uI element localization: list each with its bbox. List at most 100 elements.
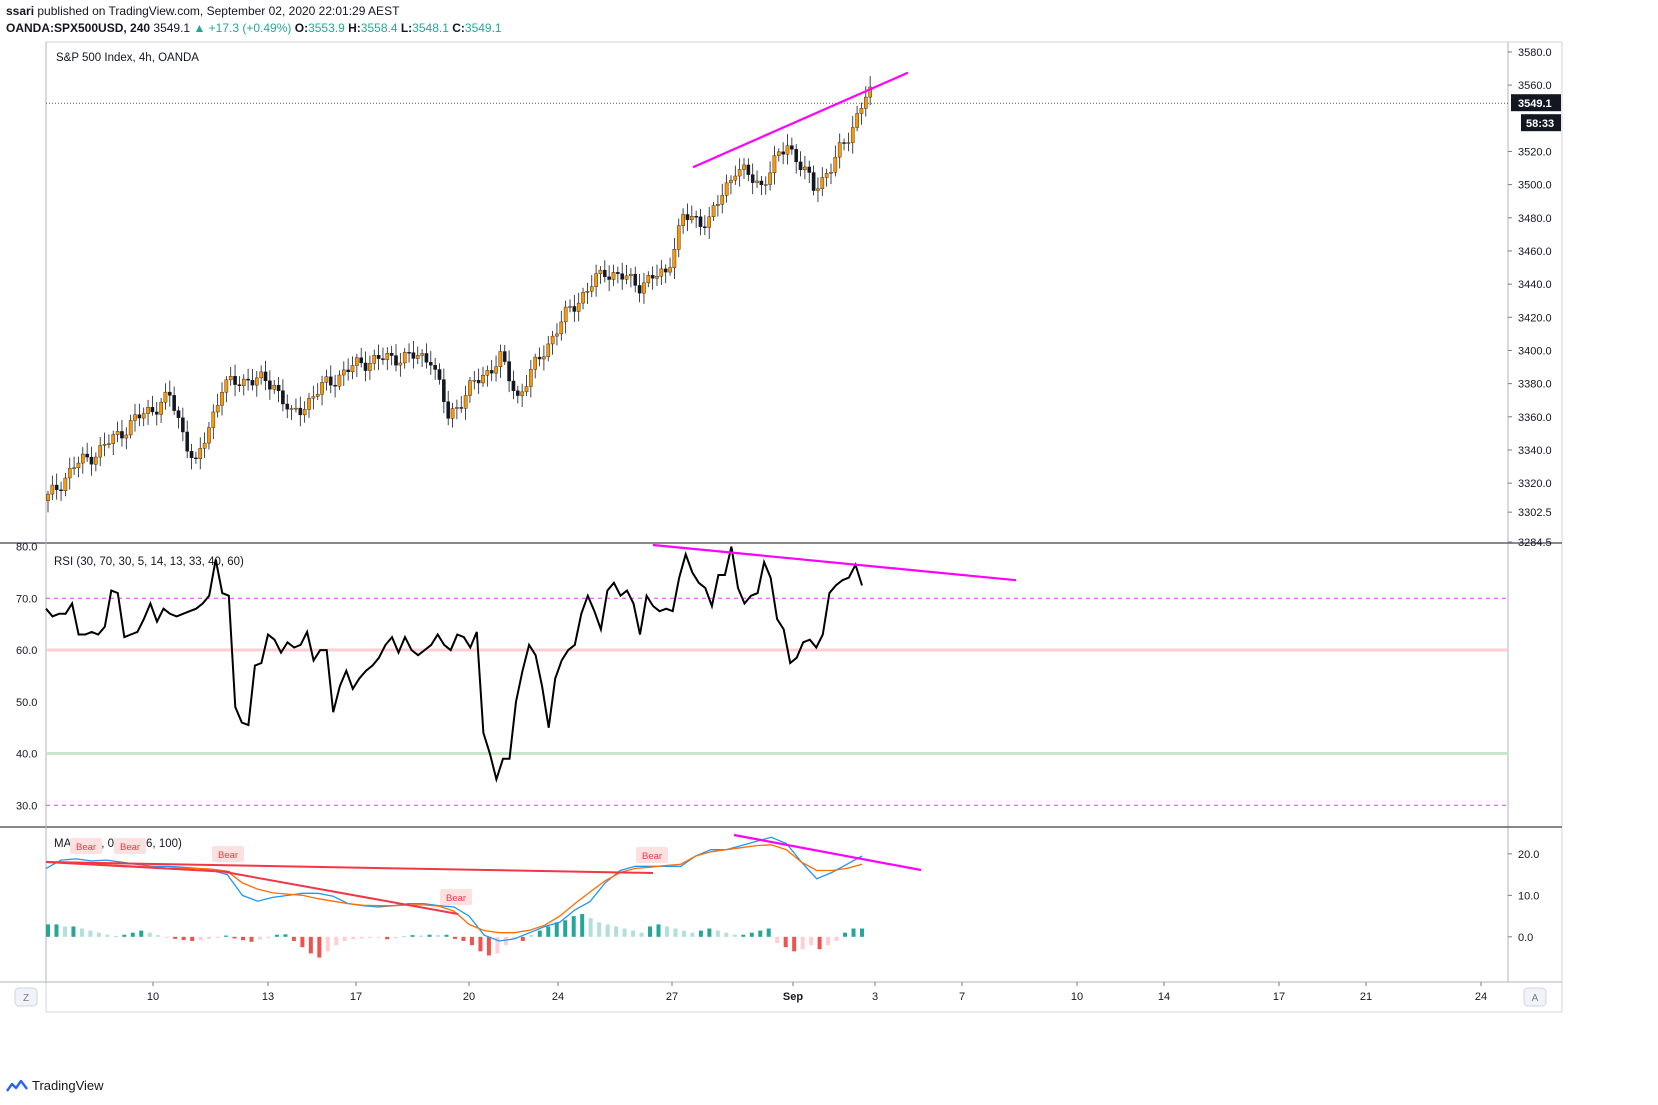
bear-label: Bear bbox=[218, 850, 238, 861]
low-label: L: bbox=[400, 21, 413, 35]
candle-body bbox=[859, 108, 864, 114]
candle-body bbox=[790, 145, 794, 150]
footer-brand[interactable]: TradingView bbox=[6, 1078, 104, 1093]
candle-body bbox=[724, 182, 729, 196]
rsi-tick-label: 70.0 bbox=[16, 593, 37, 605]
candle-body bbox=[563, 306, 568, 323]
candle-body bbox=[159, 401, 163, 415]
candle-body bbox=[350, 365, 355, 373]
candle-body bbox=[768, 172, 772, 185]
macd-hist-bar bbox=[469, 936, 474, 946]
bear-badge bbox=[636, 847, 668, 863]
candle-body bbox=[85, 453, 89, 458]
macd-hist-bar bbox=[512, 936, 517, 939]
macd-hist-bar bbox=[113, 935, 118, 937]
candle-body bbox=[254, 377, 259, 386]
candle-body bbox=[489, 370, 494, 374]
candle-body bbox=[342, 369, 346, 376]
footer-brand-label: TradingView bbox=[32, 1078, 104, 1093]
symbol-label[interactable]: OANDA:SPX500USD, 240 bbox=[6, 21, 151, 35]
candle-body bbox=[442, 379, 446, 402]
candle-body bbox=[246, 378, 250, 381]
macd-hist-bar bbox=[648, 926, 653, 937]
macd-hist-bar bbox=[537, 930, 542, 937]
macd-hist-bar bbox=[88, 930, 93, 937]
macd-hist-bar bbox=[622, 928, 627, 937]
candle-body bbox=[120, 431, 124, 439]
bear-badge bbox=[212, 846, 244, 862]
candle-body bbox=[98, 445, 102, 458]
candle-body bbox=[215, 405, 220, 413]
candle-body bbox=[302, 409, 307, 416]
last-price: 3549.1 bbox=[153, 21, 191, 35]
candle-body bbox=[198, 448, 203, 459]
candle-body bbox=[259, 371, 263, 379]
candle-body bbox=[485, 370, 490, 376]
candle-body bbox=[128, 420, 133, 436]
candle-body bbox=[633, 273, 638, 286]
candle-body bbox=[189, 451, 194, 459]
candle-body bbox=[220, 392, 224, 406]
auto-scale-button-label: A bbox=[1532, 993, 1539, 1004]
candle-body bbox=[263, 371, 268, 382]
candle-body bbox=[559, 321, 564, 335]
price-tick-label: 3420.0 bbox=[1518, 312, 1552, 324]
candle-body bbox=[750, 174, 755, 183]
candle-body bbox=[642, 282, 646, 294]
macd-hist-bar bbox=[656, 924, 661, 937]
candle-body bbox=[824, 173, 829, 178]
candle-body bbox=[676, 225, 681, 250]
auto-scale-button[interactable] bbox=[1523, 987, 1547, 1007]
candle-body bbox=[698, 216, 703, 227]
candle-body bbox=[237, 384, 242, 386]
candle-body bbox=[307, 398, 311, 410]
price-tick-label: 3380.0 bbox=[1518, 379, 1552, 391]
macd-hist-bar bbox=[809, 936, 814, 946]
time-tick-label: Sep bbox=[783, 991, 803, 1003]
candle-body bbox=[864, 96, 868, 109]
bear-badge bbox=[70, 838, 102, 854]
bear-label: Bear bbox=[642, 851, 662, 862]
price-tick-label: 3302.5 bbox=[1518, 507, 1552, 519]
candle-body bbox=[668, 267, 672, 273]
macd-hist-bar bbox=[190, 936, 195, 941]
timezone-button[interactable] bbox=[14, 987, 38, 1007]
macd-hist-bar bbox=[503, 936, 508, 946]
candle-body bbox=[420, 353, 424, 356]
candle-body bbox=[516, 390, 520, 396]
macd-hist-bar bbox=[393, 936, 398, 939]
rsi-line bbox=[45, 546, 863, 784]
high-value: 3558.4 bbox=[360, 21, 398, 35]
candle-body bbox=[150, 407, 155, 413]
candle-body bbox=[468, 380, 472, 396]
macd-hist-bar bbox=[758, 930, 763, 937]
candle-body bbox=[472, 380, 477, 382]
candle-body bbox=[616, 272, 620, 274]
macd-hist-bar bbox=[664, 926, 669, 937]
candle-body bbox=[798, 161, 803, 170]
candle-body bbox=[163, 391, 168, 403]
macd-hist-bar bbox=[410, 935, 415, 937]
candle-body bbox=[629, 273, 633, 277]
macd-hist-bar bbox=[147, 932, 152, 937]
candle-body bbox=[707, 216, 711, 228]
macd-hist-bar bbox=[164, 936, 169, 938]
publisher-name[interactable]: ssari bbox=[6, 4, 35, 18]
macd-hist-bar bbox=[266, 936, 271, 939]
time-tick-label: 21 bbox=[1360, 991, 1372, 1003]
candle-body bbox=[285, 403, 290, 410]
macd-hist-bar bbox=[385, 936, 390, 940]
candle-body bbox=[402, 352, 407, 364]
price-tick-label: 3440.0 bbox=[1518, 279, 1552, 291]
macd-tick-label: 10.0 bbox=[1518, 890, 1539, 902]
candle-body bbox=[363, 362, 368, 371]
macd-hist-bar bbox=[232, 936, 237, 939]
candle-body bbox=[655, 276, 659, 279]
macd-hist-bar bbox=[800, 936, 805, 950]
candle-body bbox=[637, 285, 642, 294]
candle-body bbox=[650, 275, 655, 279]
macd-hist-bar bbox=[368, 936, 373, 939]
last-price-label: 3549.1 bbox=[1518, 98, 1552, 110]
macd-hist-bar bbox=[291, 936, 296, 941]
